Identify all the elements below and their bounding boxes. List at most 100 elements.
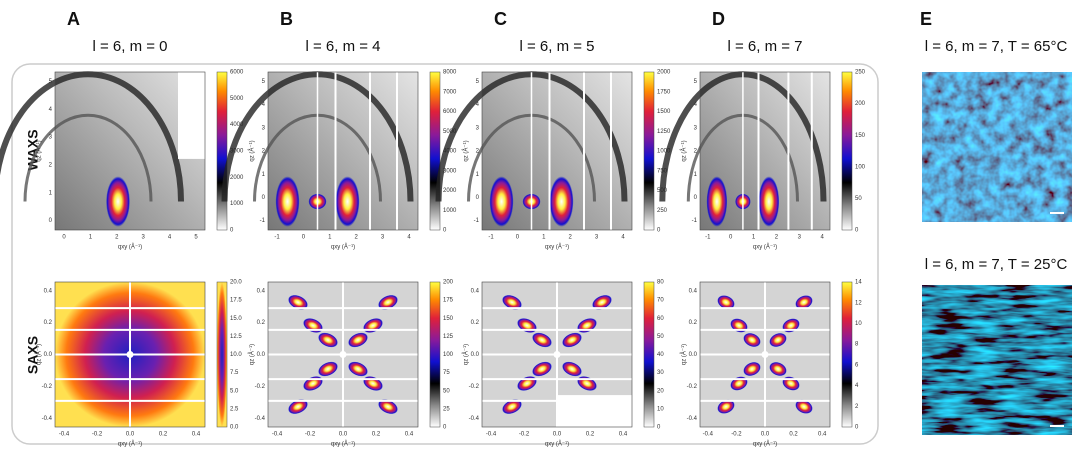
y-tick-label: 4	[476, 102, 480, 108]
saxs-lobe	[378, 399, 398, 415]
saxs-lobe	[743, 361, 761, 377]
x-tick-label: 0.2	[159, 432, 168, 438]
x-tick-label: 0.4	[619, 432, 628, 438]
x-axis-label: qxy (Å⁻¹)	[118, 441, 142, 448]
panel-title: l = 6, m = 7, T = 25°C	[925, 256, 1068, 273]
beamstop	[339, 351, 347, 358]
x-tick-label: 0	[62, 235, 66, 241]
colorbar-tick-label: 10.0	[230, 352, 242, 358]
y-tick-label: 1	[694, 172, 698, 178]
colorbar-tick-label: 0	[855, 228, 859, 234]
colorbar	[429, 71, 441, 231]
beamstop	[553, 351, 561, 358]
x-tick-label: 1	[752, 235, 756, 241]
x-tick-label: 1	[89, 235, 93, 241]
colorbar-tick-label: 1000	[657, 149, 671, 155]
y-tick-label: 3	[694, 125, 698, 131]
y-tick-label: 0	[49, 218, 53, 224]
saxs-lobe	[318, 332, 338, 348]
x-tick-label: 2	[115, 235, 119, 241]
colorbar-tick-label: 5000	[443, 129, 457, 135]
x-tick-label: 2	[569, 235, 573, 241]
panel-title: l = 6, m = 5	[519, 38, 594, 55]
saxs-lobe	[769, 332, 787, 348]
y-tick-label: 0.4	[44, 288, 53, 294]
colorbar-tick-label: 250	[855, 70, 866, 76]
x-tick-label: 0.2	[586, 432, 595, 438]
x-tick-label: -0.4	[703, 432, 714, 438]
colorbar-tick-label: 0	[657, 228, 661, 234]
beamstop	[126, 351, 134, 358]
x-axis-label: qxy (Å⁻¹)	[545, 244, 569, 251]
x-tick-label: 0.2	[372, 432, 381, 438]
x-axis-label: qxy (Å⁻¹)	[118, 244, 142, 251]
colorbar-tick-label: 40	[657, 352, 664, 358]
panel-title: l = 6, m = 7	[727, 38, 802, 55]
saxs-lobe	[288, 294, 308, 310]
colorbar-tick-label: 12	[855, 300, 862, 306]
colorbar-tick-label: 2.5	[230, 406, 239, 412]
microscopy-texture	[922, 72, 1072, 222]
x-tick-label: 2	[775, 235, 779, 241]
y-tick-label: -0.4	[255, 416, 266, 422]
scale-bar	[1050, 425, 1064, 427]
row-label: WAXS	[25, 129, 41, 170]
colorbar	[429, 281, 441, 428]
panel-letter: A	[67, 9, 80, 29]
colorbar-tick-label: 0	[855, 425, 859, 431]
y-tick-label: 0.0	[471, 352, 480, 358]
colorbar-tick-label: 6	[855, 362, 859, 368]
plot-frame	[699, 71, 831, 231]
mask	[178, 72, 205, 159]
y-tick-label: 2	[49, 162, 53, 168]
x-tick-label: 3	[595, 235, 599, 241]
y-tick-label: -0.4	[469, 416, 480, 422]
x-tick-label: 5	[194, 235, 198, 241]
x-tick-label: 1	[542, 235, 546, 241]
colorbar-tick-label: 20.0	[230, 280, 242, 286]
y-axis-label: qz (Å⁻¹)	[249, 344, 256, 365]
saxs-lobe	[318, 361, 338, 377]
y-tick-label: 0	[694, 195, 698, 201]
plot-frame	[481, 71, 633, 231]
colorbar-tick-label: 5000	[230, 96, 244, 102]
x-tick-label: 0	[729, 235, 733, 241]
y-tick-label: 0.4	[471, 288, 480, 294]
saxs-lobe	[717, 399, 735, 414]
x-tick-label: -0.4	[59, 432, 70, 438]
diffraction-lobe	[275, 176, 300, 227]
colorbar	[841, 281, 853, 428]
saxs-lobe	[378, 294, 398, 310]
colorbar-tick-label: 1000	[443, 208, 457, 214]
y-tick-label: 1	[49, 190, 53, 196]
diffraction-lobe	[549, 176, 574, 227]
colorbar-tick-label: 2000	[230, 175, 244, 181]
panel-letter: E	[920, 9, 932, 29]
y-tick-label: 3	[49, 135, 53, 141]
y-tick-label: 5	[476, 79, 480, 85]
x-tick-label: 0.4	[405, 432, 414, 438]
y-tick-label: 0.2	[44, 320, 53, 326]
y-tick-label: 0	[476, 195, 480, 201]
colorbar-tick-label: 0	[443, 228, 447, 234]
colorbar-tick-label: 150	[855, 133, 866, 139]
y-tick-label: -1	[260, 218, 266, 224]
saxs-lobe	[562, 332, 582, 348]
x-tick-label: 4	[621, 235, 625, 241]
colorbar-tick-label: 6000	[230, 70, 244, 76]
panel-letter: C	[494, 9, 507, 29]
y-axis-label: qz (Å⁻¹)	[681, 140, 688, 161]
y-tick-label: 4	[49, 107, 53, 113]
y-tick-label: 2	[262, 149, 266, 155]
x-tick-label: 3	[381, 235, 385, 241]
colorbar	[841, 71, 853, 231]
x-tick-label: -1	[488, 235, 494, 241]
x-axis-label: qxy (Å⁻¹)	[753, 441, 777, 448]
plot-frame	[481, 281, 633, 428]
panel-letter: B	[280, 9, 293, 29]
x-tick-label: 0	[302, 235, 306, 241]
scattering-ring	[23, 113, 153, 202]
y-tick-label: 1	[476, 172, 480, 178]
colorbar-tick-label: 175	[443, 298, 454, 304]
